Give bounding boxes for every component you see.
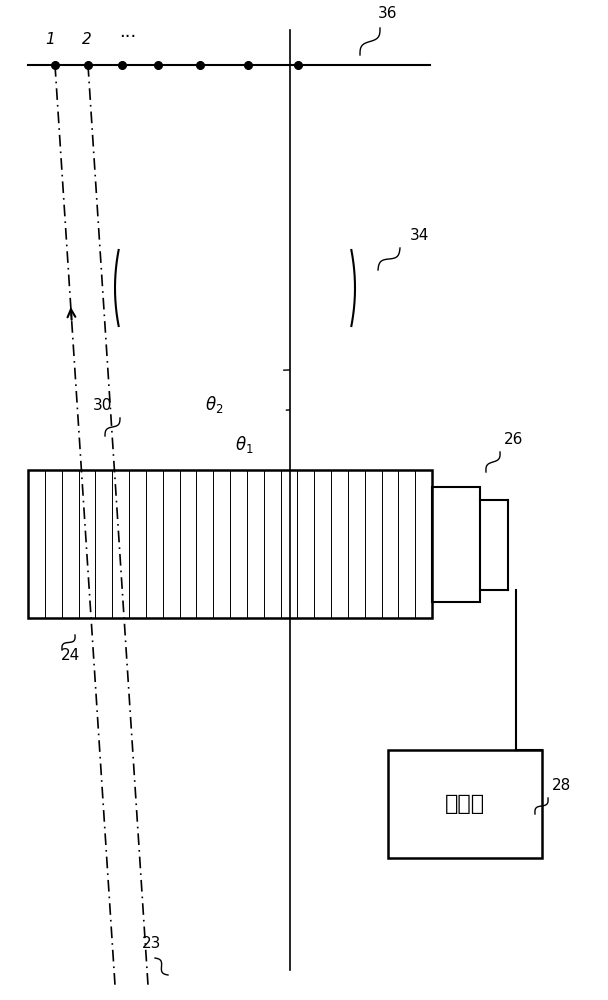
- Text: 34: 34: [410, 228, 429, 243]
- Bar: [28, 470, 432, 618]
- Text: 26: 26: [504, 432, 523, 447]
- Text: 24: 24: [60, 648, 80, 663]
- Text: 1: 1: [45, 32, 55, 47]
- Text: 30: 30: [92, 398, 112, 413]
- Text: $\theta_1$: $\theta_1$: [235, 434, 254, 455]
- Text: $\theta_2$: $\theta_2$: [205, 394, 223, 415]
- Bar: [432, 487, 480, 602]
- Text: ···: ···: [119, 28, 137, 46]
- Text: 28: 28: [552, 778, 572, 793]
- Text: 驱动器: 驱动器: [445, 794, 485, 814]
- Text: 36: 36: [378, 6, 398, 21]
- Bar: [388, 750, 542, 858]
- Text: 23: 23: [142, 936, 162, 951]
- Text: 2: 2: [82, 32, 92, 47]
